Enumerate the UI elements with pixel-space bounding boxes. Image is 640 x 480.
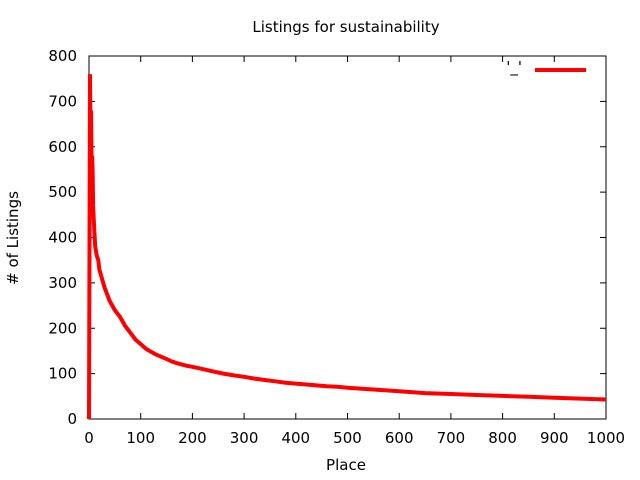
y-tick-label: 300 <box>48 274 77 292</box>
x-tick-label: 900 <box>540 429 569 447</box>
x-tick-label: 500 <box>333 429 362 447</box>
y-tick-label: 0 <box>67 410 77 428</box>
y-tick-label: 800 <box>48 47 77 65</box>
x-axis: 0 100 200 300 400 500 600 700 800 900 1000 <box>84 56 625 447</box>
y-axis: 0 100 200 300 400 500 600 700 800 <box>48 47 606 428</box>
x-tick-label: 300 <box>230 429 259 447</box>
legend-label: '_' <box>506 58 522 77</box>
y-tick-label: 200 <box>48 319 77 337</box>
series-line <box>87 74 607 420</box>
x-tick-label: 600 <box>385 429 414 447</box>
x-tick-label: 700 <box>437 429 466 447</box>
x-tick-label: 0 <box>84 429 94 447</box>
x-tick-label: 100 <box>126 429 155 447</box>
x-tick-label: 1000 <box>587 429 625 447</box>
plot-frame <box>88 55 607 420</box>
y-tick-label: 600 <box>48 138 77 156</box>
x-axis-label: Place <box>326 456 366 474</box>
x-tick-label: 200 <box>178 429 207 447</box>
legend: '_' <box>506 58 586 77</box>
chart-title: Listings for sustainability <box>252 18 439 36</box>
x-tick-label: 400 <box>281 429 310 447</box>
y-axis-label: # of Listings <box>4 191 22 285</box>
y-tick-label: 700 <box>48 92 77 110</box>
y-tick-label: 500 <box>48 183 77 201</box>
y-tick-label: 400 <box>48 229 77 247</box>
x-tick-label: 800 <box>488 429 517 447</box>
y-tick-label: 100 <box>48 365 77 383</box>
